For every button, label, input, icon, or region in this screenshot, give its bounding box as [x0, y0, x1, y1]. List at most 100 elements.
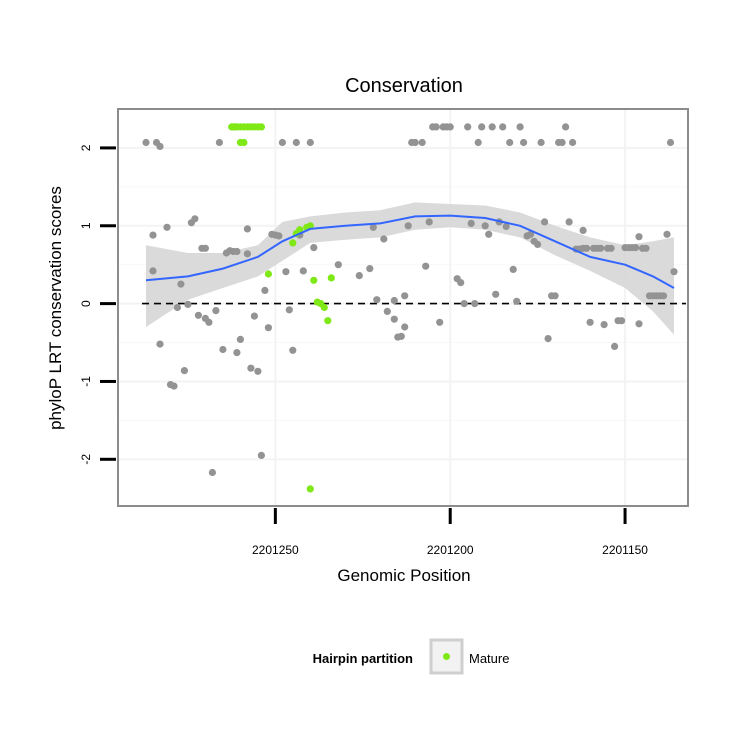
point-other — [142, 138, 150, 147]
point-mature — [327, 274, 335, 282]
point-other — [173, 303, 181, 312]
point-other — [282, 268, 290, 276]
point-other — [618, 317, 626, 325]
point-other — [499, 123, 507, 131]
point-other — [208, 468, 216, 477]
point-other — [170, 382, 178, 390]
point-other — [411, 138, 419, 147]
legend-title: Hairpin partition — [313, 651, 413, 666]
point-other — [373, 296, 381, 304]
x-tick-label: 2201150 — [602, 543, 648, 557]
point-other — [243, 225, 251, 233]
point-other — [156, 340, 164, 348]
point-other — [537, 138, 545, 147]
point-other — [425, 218, 433, 226]
point-other — [390, 315, 398, 323]
point-other — [635, 320, 643, 328]
point-mature — [320, 303, 328, 312]
point-other — [670, 268, 678, 276]
point-other — [418, 138, 426, 147]
point-other — [509, 265, 517, 273]
point-other — [366, 265, 374, 273]
point-other — [285, 306, 293, 314]
point-other — [194, 311, 202, 319]
point-other — [527, 230, 535, 238]
legend-key-box — [429, 638, 464, 675]
point-other — [397, 332, 405, 340]
point-mature — [240, 138, 248, 147]
point-other — [261, 286, 269, 294]
legend-mature-marker — [443, 653, 450, 660]
point-mature — [257, 123, 265, 131]
point-other — [513, 297, 521, 305]
point-other — [558, 138, 566, 147]
point-other — [551, 292, 559, 300]
point-other — [201, 244, 209, 252]
point-other — [205, 318, 213, 326]
point-other — [635, 233, 643, 241]
point-mature — [306, 485, 314, 493]
point-other — [520, 138, 528, 147]
x-axis: 2201250 2201200 2201150 — [252, 508, 648, 557]
point-other — [184, 300, 192, 308]
x-tick-label: 2201200 — [427, 543, 474, 557]
point-other — [380, 235, 388, 243]
point-mature — [306, 222, 314, 230]
point-other — [257, 451, 265, 459]
y-tick-label: 2 — [79, 144, 93, 151]
point-other — [212, 307, 220, 315]
point-other — [289, 346, 297, 354]
legend: Hairpin partition Mature — [313, 638, 509, 675]
y-tick-label: 1 — [79, 222, 93, 229]
point-other — [457, 279, 465, 287]
y-tick-label: -1 — [79, 376, 93, 387]
point-other — [233, 247, 241, 256]
point-other — [600, 321, 608, 329]
point-other — [488, 123, 496, 131]
point-other — [485, 230, 493, 238]
point-mature — [289, 239, 297, 247]
y-tick-label: 0 — [79, 300, 93, 307]
point-other — [541, 218, 549, 226]
legend-mature-label: Mature — [469, 651, 509, 666]
point-other — [404, 222, 412, 230]
point-other — [278, 138, 286, 147]
point-other — [254, 367, 262, 375]
point-other — [544, 335, 552, 343]
point-other — [191, 215, 199, 223]
point-other — [666, 138, 675, 147]
point-other — [422, 262, 430, 270]
point-other — [334, 261, 342, 269]
smooth-trend-line — [145, 214, 675, 289]
point-other — [460, 300, 468, 308]
plot-border — [117, 108, 689, 507]
point-other — [390, 296, 398, 305]
point-other — [250, 312, 258, 320]
point-other — [565, 218, 573, 226]
point-other — [506, 138, 514, 147]
point-other — [474, 138, 482, 147]
x-axis-label: Genomic Position — [337, 566, 470, 585]
point-other — [432, 123, 440, 131]
point-other — [163, 223, 171, 231]
point-other — [471, 300, 479, 308]
point-other — [264, 324, 272, 332]
point-other — [569, 138, 577, 147]
chart-title: Conservation — [345, 75, 463, 97]
point-other — [401, 292, 409, 300]
point-other — [156, 142, 164, 150]
point-other — [215, 138, 223, 147]
point-other — [401, 323, 409, 331]
point-other — [383, 307, 391, 315]
point-other — [149, 267, 157, 275]
point-other — [516, 123, 524, 131]
point-other — [299, 267, 307, 275]
point-other — [607, 244, 615, 252]
point-other — [180, 367, 188, 375]
point-other — [247, 364, 255, 372]
point-other — [534, 240, 542, 248]
point-other — [631, 244, 640, 252]
point-other — [611, 342, 619, 350]
point-other — [177, 280, 185, 288]
